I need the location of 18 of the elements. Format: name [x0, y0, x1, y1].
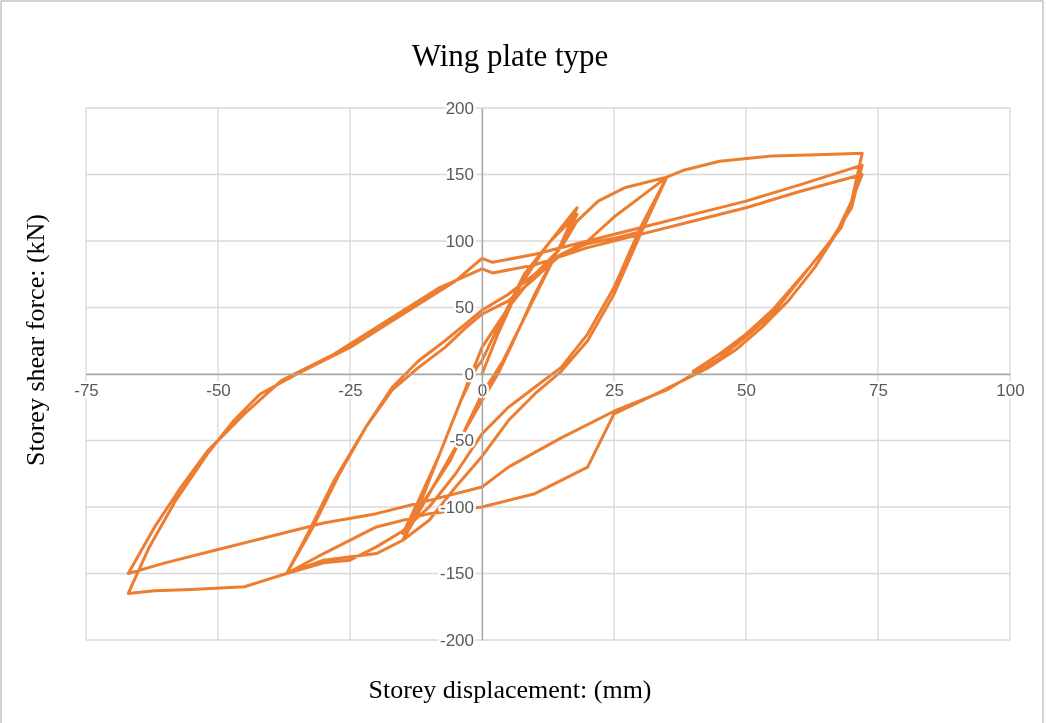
x-tick-label: -75 — [74, 381, 99, 401]
y-tick-label: -150 — [439, 564, 474, 584]
line-series — [126, 151, 864, 595]
x-tick-label: -25 — [338, 381, 363, 401]
y-tick-label: 50 — [455, 298, 474, 318]
y-tick-label: 100 — [445, 231, 474, 251]
y-axis-title: Storey shear force: (kN) — [21, 214, 50, 466]
x-axis-title: Storey displacement: (mm) — [368, 675, 652, 704]
x-tick-label: 75 — [869, 381, 888, 401]
y-tick-label: 200 — [445, 98, 474, 118]
y-tick-label: 150 — [445, 165, 474, 185]
y-tick-label: -200 — [439, 630, 474, 650]
chart-title: Wing plate type — [411, 38, 609, 73]
x-tick-label: 100 — [996, 381, 1025, 401]
x-tick-label: 25 — [605, 381, 624, 401]
x-tick-label: 50 — [737, 381, 756, 401]
y-tick-label: 0 — [464, 364, 474, 384]
x-tick-label: -50 — [206, 381, 231, 401]
